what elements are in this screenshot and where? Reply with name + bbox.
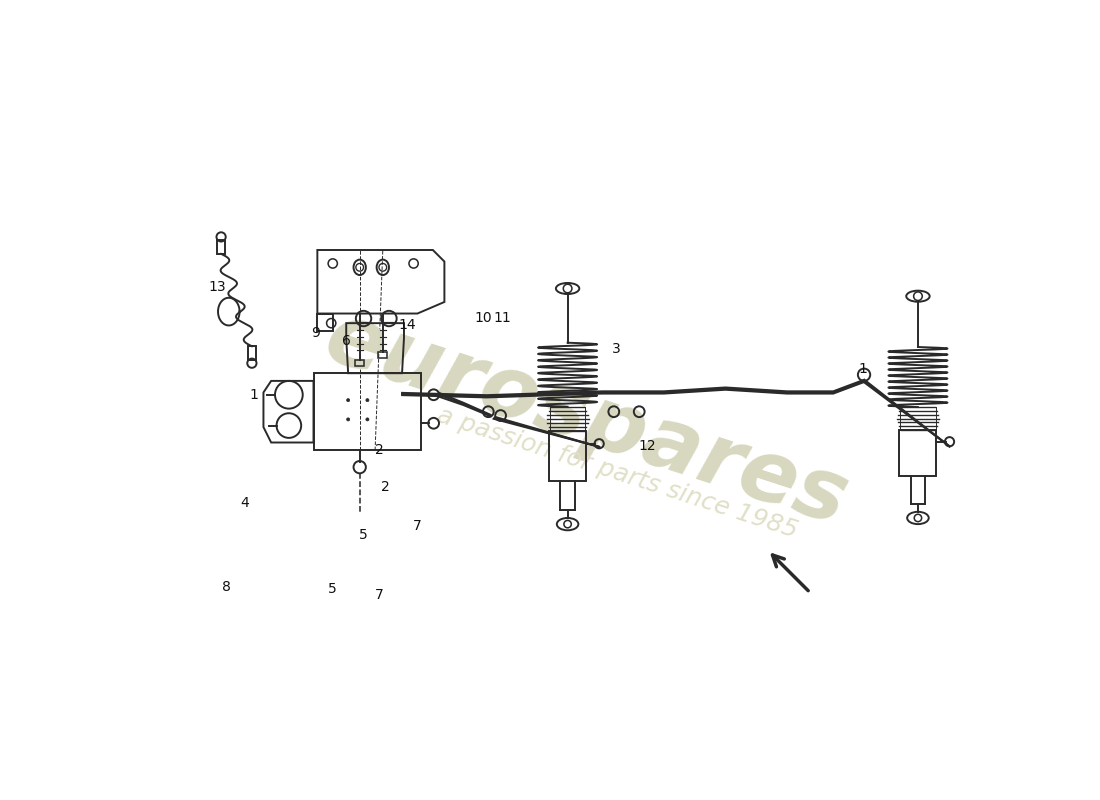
Bar xyxy=(549,431,586,481)
Bar xyxy=(314,373,421,450)
Text: 13: 13 xyxy=(208,280,227,294)
Circle shape xyxy=(366,418,368,421)
Text: 12: 12 xyxy=(638,439,656,454)
Circle shape xyxy=(346,418,350,421)
Text: 10: 10 xyxy=(474,310,492,325)
Text: 9: 9 xyxy=(311,326,320,340)
Text: 7: 7 xyxy=(414,518,421,533)
Circle shape xyxy=(346,398,350,402)
Text: eurospares: eurospares xyxy=(315,296,859,543)
Text: 14: 14 xyxy=(398,318,416,333)
Text: 1: 1 xyxy=(858,362,867,376)
Text: 7: 7 xyxy=(375,588,383,602)
Circle shape xyxy=(366,398,368,402)
Text: 3: 3 xyxy=(612,342,620,355)
Bar xyxy=(378,352,387,358)
Text: 5: 5 xyxy=(329,582,337,596)
Text: 2: 2 xyxy=(381,480,389,494)
Text: 2: 2 xyxy=(375,443,383,457)
Bar xyxy=(900,430,936,476)
Text: 8: 8 xyxy=(222,580,231,594)
Text: 5: 5 xyxy=(360,528,367,542)
Text: 11: 11 xyxy=(493,310,512,325)
Text: a passion for parts since 1985: a passion for parts since 1985 xyxy=(434,403,801,543)
Text: 4: 4 xyxy=(240,495,249,510)
Bar xyxy=(249,346,255,360)
Bar xyxy=(218,240,224,254)
Bar xyxy=(355,360,364,366)
Text: 1: 1 xyxy=(250,388,258,402)
Text: 6: 6 xyxy=(342,334,351,348)
